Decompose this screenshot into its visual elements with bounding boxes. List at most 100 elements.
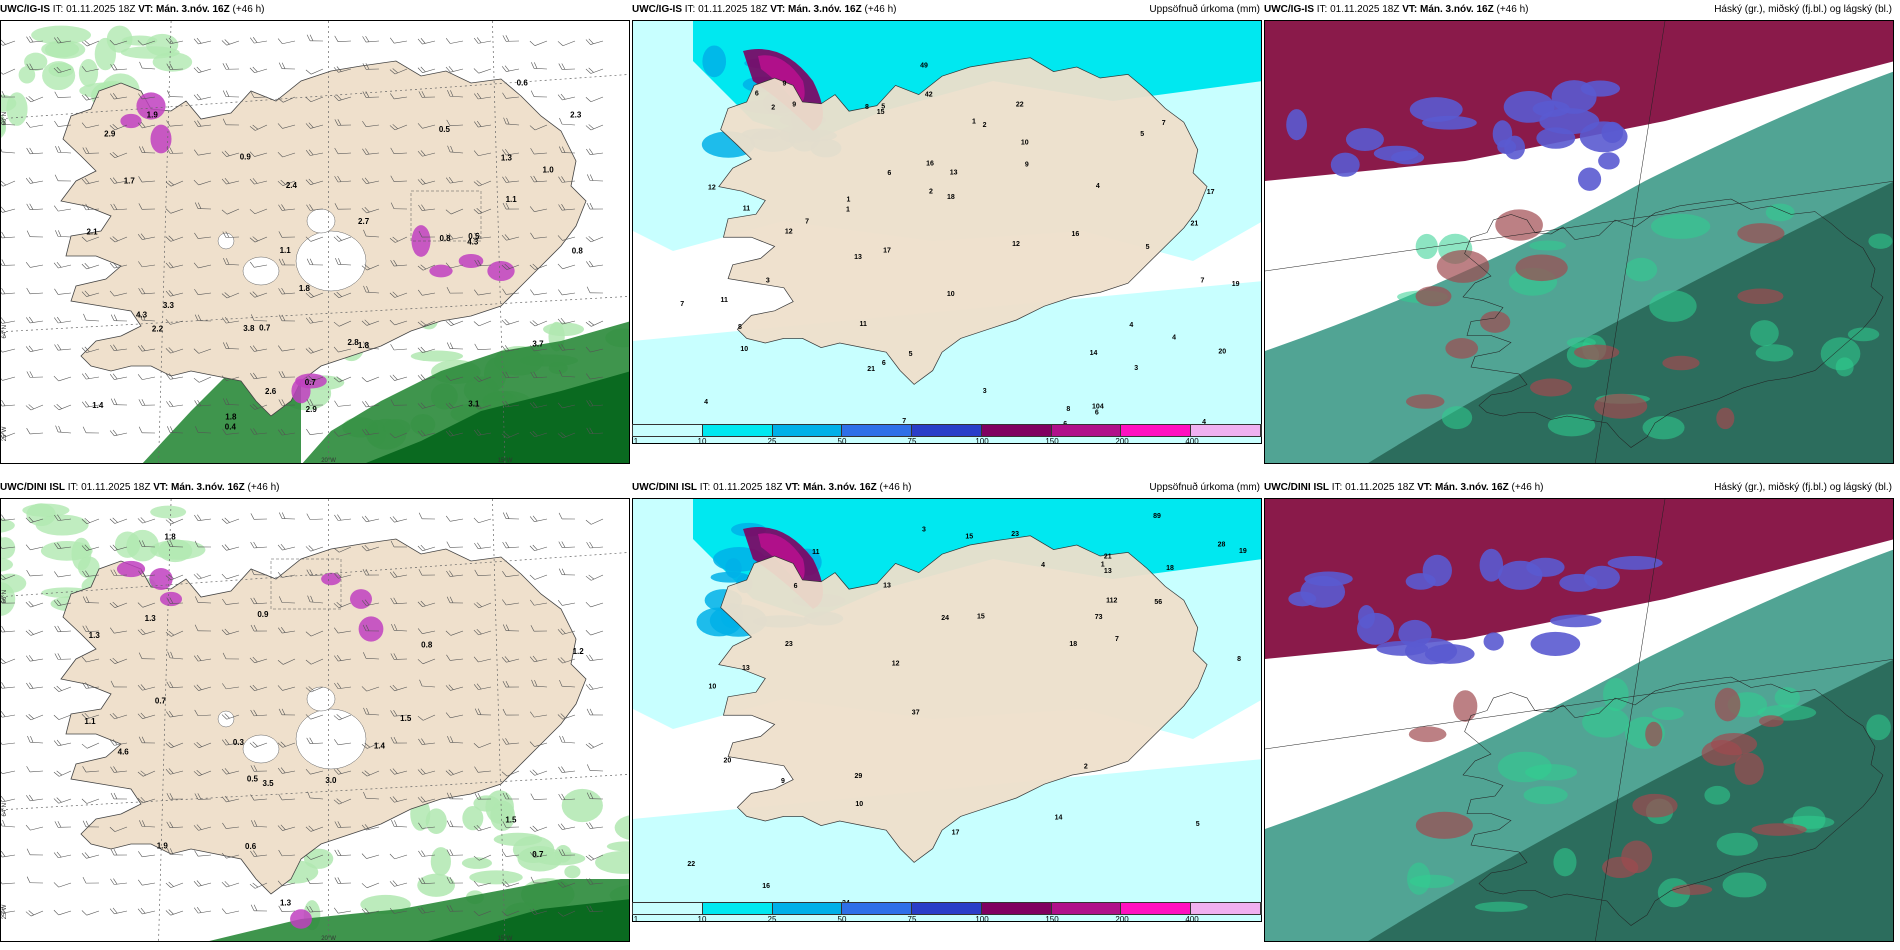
wind-barb-shaft <box>114 658 128 664</box>
wind-barb-shaft <box>562 320 576 325</box>
wind-barb-shaft <box>197 432 212 434</box>
wind-barb <box>445 684 464 691</box>
wind-barb <box>529 401 548 409</box>
wind-barb-shaft <box>114 292 128 297</box>
wind-barb-feather <box>448 66 454 72</box>
wind-barb-feather <box>364 177 370 184</box>
wind-barb <box>1 206 16 213</box>
wind-barb-feather <box>421 91 426 98</box>
wind-barb-feather <box>137 713 143 719</box>
wind-barb-feather <box>221 209 228 215</box>
wind-barb-feather <box>140 345 146 351</box>
wind-barb-feather <box>529 545 535 551</box>
wind-barb-shaft <box>450 208 464 215</box>
wind-barb-feather <box>112 177 118 184</box>
wind-barb-feather <box>193 377 200 383</box>
wind-barb-feather <box>474 708 479 715</box>
wind-barb <box>53 770 72 777</box>
wind-barb-feather <box>1 682 6 689</box>
wind-barb-feather <box>1 375 3 381</box>
wind-barb-shaft <box>254 854 268 857</box>
wind-barb-shaft <box>338 68 352 73</box>
wind-barb-feather <box>225 90 230 97</box>
wind-barb-feather <box>25 517 31 523</box>
wind-barb-shaft <box>506 770 520 777</box>
wind-barb-feather <box>26 766 31 773</box>
wind-barb <box>501 432 520 439</box>
wind-barb-feather <box>305 687 312 693</box>
wind-barb-feather <box>113 344 118 351</box>
wind-barb <box>138 426 156 434</box>
convective-precip-area <box>150 124 172 154</box>
wind-barb-feather <box>473 37 479 44</box>
wind-barb-feather <box>113 569 118 576</box>
wind-barb-shaft <box>198 714 212 717</box>
wind-barb-feather <box>82 766 87 773</box>
wind-barb-shaft <box>591 574 604 581</box>
wind-barb-feather <box>197 514 202 521</box>
colorbar-swatches <box>632 424 1262 437</box>
wind-barb-shaft <box>170 180 184 187</box>
wind-barb-feather <box>141 570 146 577</box>
wind-barb-feather <box>84 544 90 550</box>
wind-barb-feather <box>306 737 311 744</box>
wind-barb <box>278 708 296 716</box>
precip-value-label: 6 <box>887 170 891 177</box>
wind-barb <box>277 96 296 103</box>
glacier <box>295 708 367 770</box>
wind-barb <box>110 203 128 211</box>
wind-barb-feather <box>589 399 594 407</box>
precip-value-label: 21 <box>867 366 875 373</box>
wind-barb-feather <box>53 405 60 411</box>
wind-barb-feather <box>418 822 423 829</box>
field-title: Háský (gr.), miðský (fj.bl.) og lágský (… <box>1714 4 1892 15</box>
wind-barb-feather <box>221 317 227 324</box>
precip-area-light <box>410 350 464 362</box>
wind-barb <box>249 261 268 268</box>
wind-barb <box>110 792 128 800</box>
wind-precip-map: 66°N64°N25°W20°W 15°W0.83.10.51.80.70.91.… <box>1 21 629 463</box>
wind-barb <box>166 821 184 829</box>
wind-barb-shaft <box>142 910 156 915</box>
wind-barb-feather <box>364 742 371 748</box>
wind-barb-shaft <box>338 770 352 775</box>
wind-barb-shaft <box>366 235 380 238</box>
wind-barb <box>529 851 548 858</box>
wind-barb-shaft <box>506 68 520 72</box>
wind-barb-feather <box>529 125 536 131</box>
wind-barb <box>361 853 380 859</box>
wind-barb-shaft <box>478 348 492 351</box>
precip-area-light <box>561 788 603 823</box>
wind-barb-shaft <box>30 686 44 689</box>
wind-barb-feather <box>26 569 31 577</box>
wind-barb <box>194 202 212 210</box>
wind-barb <box>277 151 296 158</box>
wind-barb <box>53 909 72 916</box>
wind-barb <box>559 679 576 688</box>
wind-barb <box>586 260 604 268</box>
wind-barb <box>137 770 156 777</box>
wind-barb-feather <box>305 768 311 775</box>
wind-barb <box>557 93 576 101</box>
colorbar-swatch <box>842 425 913 436</box>
wind-barb-feather <box>226 258 230 265</box>
wind-barb <box>557 235 576 241</box>
wind-barb-feather <box>560 628 566 634</box>
wind-barb <box>194 793 212 800</box>
precip-value-label: 89 <box>1153 513 1161 520</box>
wind-barb-feather <box>112 739 118 745</box>
wind-barb-shaft <box>394 432 408 439</box>
wind-barb <box>473 429 492 436</box>
wind-barb-feather <box>334 514 339 521</box>
wind-barb-feather <box>417 347 423 353</box>
wind-barb-feather <box>84 290 90 296</box>
wind-barb-shaft <box>366 882 380 889</box>
wind-barb-shaft <box>198 826 212 831</box>
wind-barb <box>278 231 296 238</box>
wind-barb <box>586 148 604 155</box>
wind-barb-feather <box>420 600 426 607</box>
wind-barb <box>447 736 464 744</box>
wind-barb-feather <box>474 766 479 773</box>
wind-barb-feather <box>221 40 227 46</box>
wind-barb-feather <box>558 63 563 70</box>
